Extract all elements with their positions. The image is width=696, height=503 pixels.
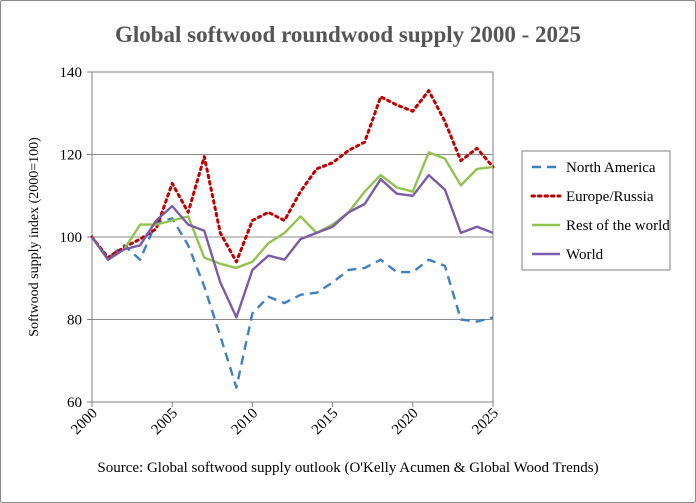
y-tick-label: 80 — [67, 313, 82, 329]
legend-label: North America — [566, 160, 656, 176]
x-tick-label: 2015 — [309, 406, 342, 439]
x-tick-label: 2010 — [229, 406, 262, 439]
series-line-north-america — [91, 217, 494, 389]
y-tick-label: 60 — [67, 395, 82, 411]
chart-source: Source: Global softwood supply outlook (… — [97, 460, 599, 476]
legend-label: World — [566, 247, 604, 263]
y-tick-label: 120 — [60, 148, 83, 164]
legend — [521, 150, 671, 271]
legend-label: Europe/Russia — [566, 189, 654, 205]
y-tick-label: 100 — [60, 230, 83, 246]
legend-label: Rest of the world — [566, 218, 670, 234]
y-tick-label: 140 — [60, 65, 83, 81]
series-line-europe-russia — [90, 89, 495, 264]
x-tick-label: 2025 — [469, 406, 502, 439]
x-tick-label: 2020 — [389, 406, 422, 439]
x-tick-label: 2005 — [149, 406, 182, 439]
chart-title: Global softwood roundwood supply 2000 - … — [114, 22, 582, 47]
series-line-rest-of-the-world — [91, 151, 494, 270]
series-line-world — [91, 173, 494, 319]
